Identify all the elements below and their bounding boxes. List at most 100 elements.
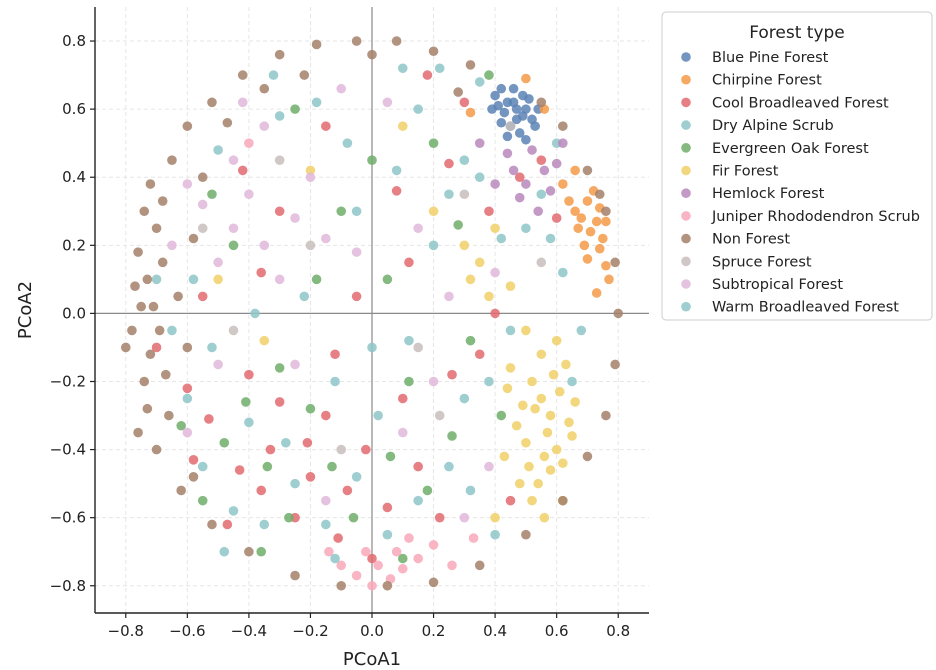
data-point bbox=[505, 325, 516, 336]
data-point bbox=[130, 281, 140, 291]
data-point bbox=[348, 512, 359, 523]
data-point bbox=[508, 83, 519, 94]
data-point bbox=[521, 73, 531, 84]
data-point bbox=[576, 213, 587, 223]
data-point bbox=[305, 172, 316, 183]
data-point bbox=[321, 495, 331, 506]
data-point bbox=[484, 206, 494, 217]
data-point bbox=[256, 546, 267, 557]
data-point bbox=[351, 291, 362, 302]
data-point bbox=[413, 553, 423, 564]
data-point bbox=[613, 308, 624, 319]
legend-item: Non Forest bbox=[681, 232, 790, 248]
data-point bbox=[142, 403, 153, 414]
data-point bbox=[545, 233, 556, 244]
data-point bbox=[518, 400, 528, 411]
data-point bbox=[382, 97, 393, 108]
data-point bbox=[530, 121, 540, 131]
data-point bbox=[444, 189, 454, 200]
legend-marker bbox=[681, 97, 691, 108]
ticks: −0.8 −0.6 −0.4 −0.2 0.0 0.2 0.4 0.6 0.8 −0.8 −0.6 −… bbox=[50, 32, 631, 640]
data-point bbox=[133, 247, 143, 257]
data-point bbox=[219, 546, 230, 557]
data-point bbox=[444, 461, 454, 472]
data-point bbox=[428, 46, 439, 57]
data-point bbox=[188, 274, 199, 285]
data-point bbox=[591, 288, 602, 298]
data-point bbox=[582, 254, 593, 264]
data-point bbox=[404, 335, 414, 346]
data-point bbox=[197, 495, 208, 506]
data-point bbox=[453, 87, 463, 97]
data-point bbox=[321, 233, 331, 244]
y-tick-label: 0.8 bbox=[62, 32, 86, 50]
data-point bbox=[207, 97, 217, 108]
legend-label: Subtropical Forest bbox=[712, 277, 843, 293]
x-axis-title: PCoA1 bbox=[343, 649, 401, 670]
data-point bbox=[536, 155, 547, 166]
y-tick-label: 0.4 bbox=[62, 168, 86, 186]
data-point bbox=[228, 223, 239, 234]
data-point bbox=[542, 427, 553, 438]
data-point bbox=[539, 165, 550, 176]
data-point bbox=[591, 216, 602, 227]
data-point bbox=[188, 454, 199, 465]
data-point bbox=[244, 546, 254, 557]
data-point bbox=[413, 342, 423, 353]
y-tick-label: −0.4 bbox=[50, 441, 86, 459]
data-point bbox=[336, 580, 347, 591]
legend-marker bbox=[681, 279, 691, 289]
legend-title: Forest type bbox=[749, 23, 845, 43]
data-point bbox=[207, 342, 217, 353]
data-point bbox=[305, 403, 316, 414]
data-point bbox=[453, 220, 463, 230]
series-group bbox=[167, 83, 500, 523]
data-point bbox=[197, 199, 208, 210]
x-tick-label: 0.6 bbox=[545, 622, 569, 640]
data-point bbox=[241, 397, 251, 407]
legend-marker bbox=[681, 52, 691, 62]
data-point bbox=[274, 397, 285, 407]
legend-label: Juniper Rhododendron Scrub bbox=[711, 209, 920, 225]
data-point bbox=[259, 240, 270, 251]
data-point bbox=[167, 155, 177, 166]
data-point bbox=[391, 186, 402, 196]
data-point bbox=[262, 461, 273, 472]
data-point bbox=[521, 529, 531, 540]
data-point bbox=[505, 121, 516, 131]
series-group bbox=[197, 121, 547, 455]
data-point bbox=[496, 233, 507, 244]
data-point bbox=[182, 342, 193, 353]
data-point bbox=[465, 485, 476, 496]
data-point bbox=[367, 155, 377, 166]
data-point bbox=[564, 196, 574, 206]
data-point bbox=[367, 580, 377, 591]
legend-marker bbox=[681, 188, 691, 198]
data-point bbox=[259, 121, 270, 131]
data-point bbox=[142, 274, 153, 285]
data-point bbox=[601, 206, 611, 217]
data-point bbox=[570, 165, 580, 176]
data-point bbox=[601, 260, 611, 271]
data-point bbox=[330, 376, 340, 387]
data-point bbox=[151, 342, 162, 353]
data-point bbox=[468, 533, 479, 543]
data-point bbox=[527, 376, 537, 387]
data-point bbox=[444, 158, 454, 169]
legend-label: Blue Pine Forest bbox=[712, 50, 829, 66]
data-point bbox=[290, 213, 300, 223]
series-group bbox=[120, 36, 624, 591]
data-point bbox=[173, 291, 183, 302]
data-point bbox=[228, 240, 239, 251]
data-point bbox=[428, 540, 439, 550]
data-point bbox=[502, 131, 513, 142]
y-tick-label: 0.6 bbox=[62, 100, 86, 118]
series-group bbox=[213, 121, 580, 523]
data-point bbox=[558, 267, 568, 278]
data-point bbox=[521, 104, 531, 114]
data-point bbox=[265, 444, 276, 455]
data-point bbox=[484, 376, 494, 387]
data-point bbox=[413, 223, 423, 234]
data-point bbox=[558, 495, 568, 506]
data-point bbox=[207, 189, 217, 200]
